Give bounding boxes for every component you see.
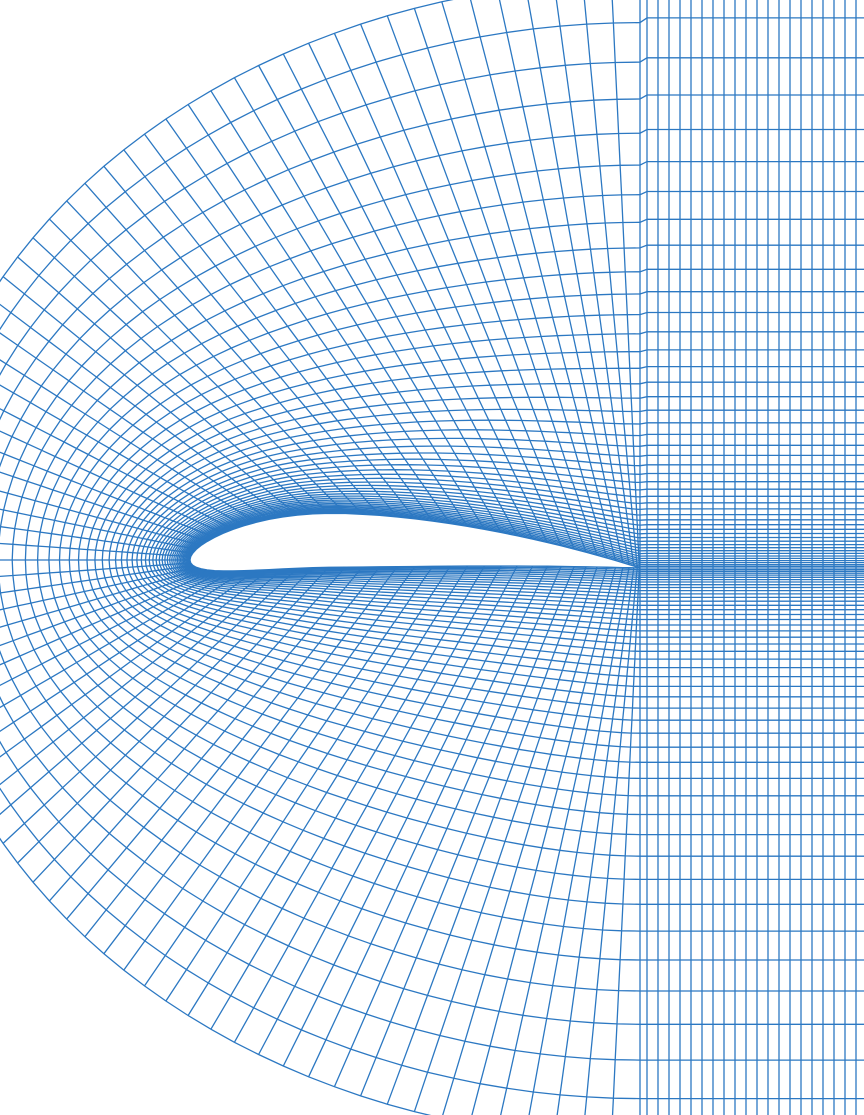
airfoil-mesh — [0, 0, 864, 1115]
page: (() => { const svg = document.getElement… — [0, 0, 864, 1115]
